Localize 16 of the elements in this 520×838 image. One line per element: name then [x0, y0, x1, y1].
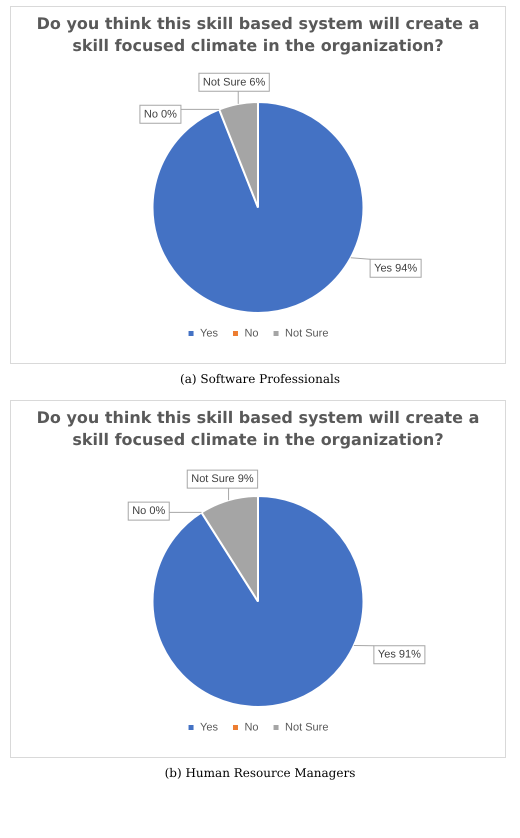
legend-label: Yes [200, 328, 218, 340]
data-label: Yes 91% [378, 648, 422, 661]
legend-label: Yes [200, 722, 218, 734]
data-label: Not Sure 9% [191, 473, 254, 486]
legend-label: Not Sure [285, 328, 328, 340]
legend-label: No [244, 328, 259, 340]
text: (a) Software Professionals [179, 372, 341, 386]
text: No 0% [144, 108, 177, 120]
chart-title: Do you think this skill based system will create a skill focused climate in the organization? [36, 407, 480, 451]
text: No 0% [132, 505, 166, 518]
data-label: Yes 94% [374, 262, 418, 274]
chart-title: Do you think this skill based system will create a skill focused climate in the organization? [36, 13, 480, 57]
text: (b) Human Resource Managers [164, 766, 356, 780]
legend-label: Not Sure [285, 722, 328, 734]
legend-label: No [244, 722, 259, 734]
data-label: Not Sure 6% [202, 76, 266, 88]
